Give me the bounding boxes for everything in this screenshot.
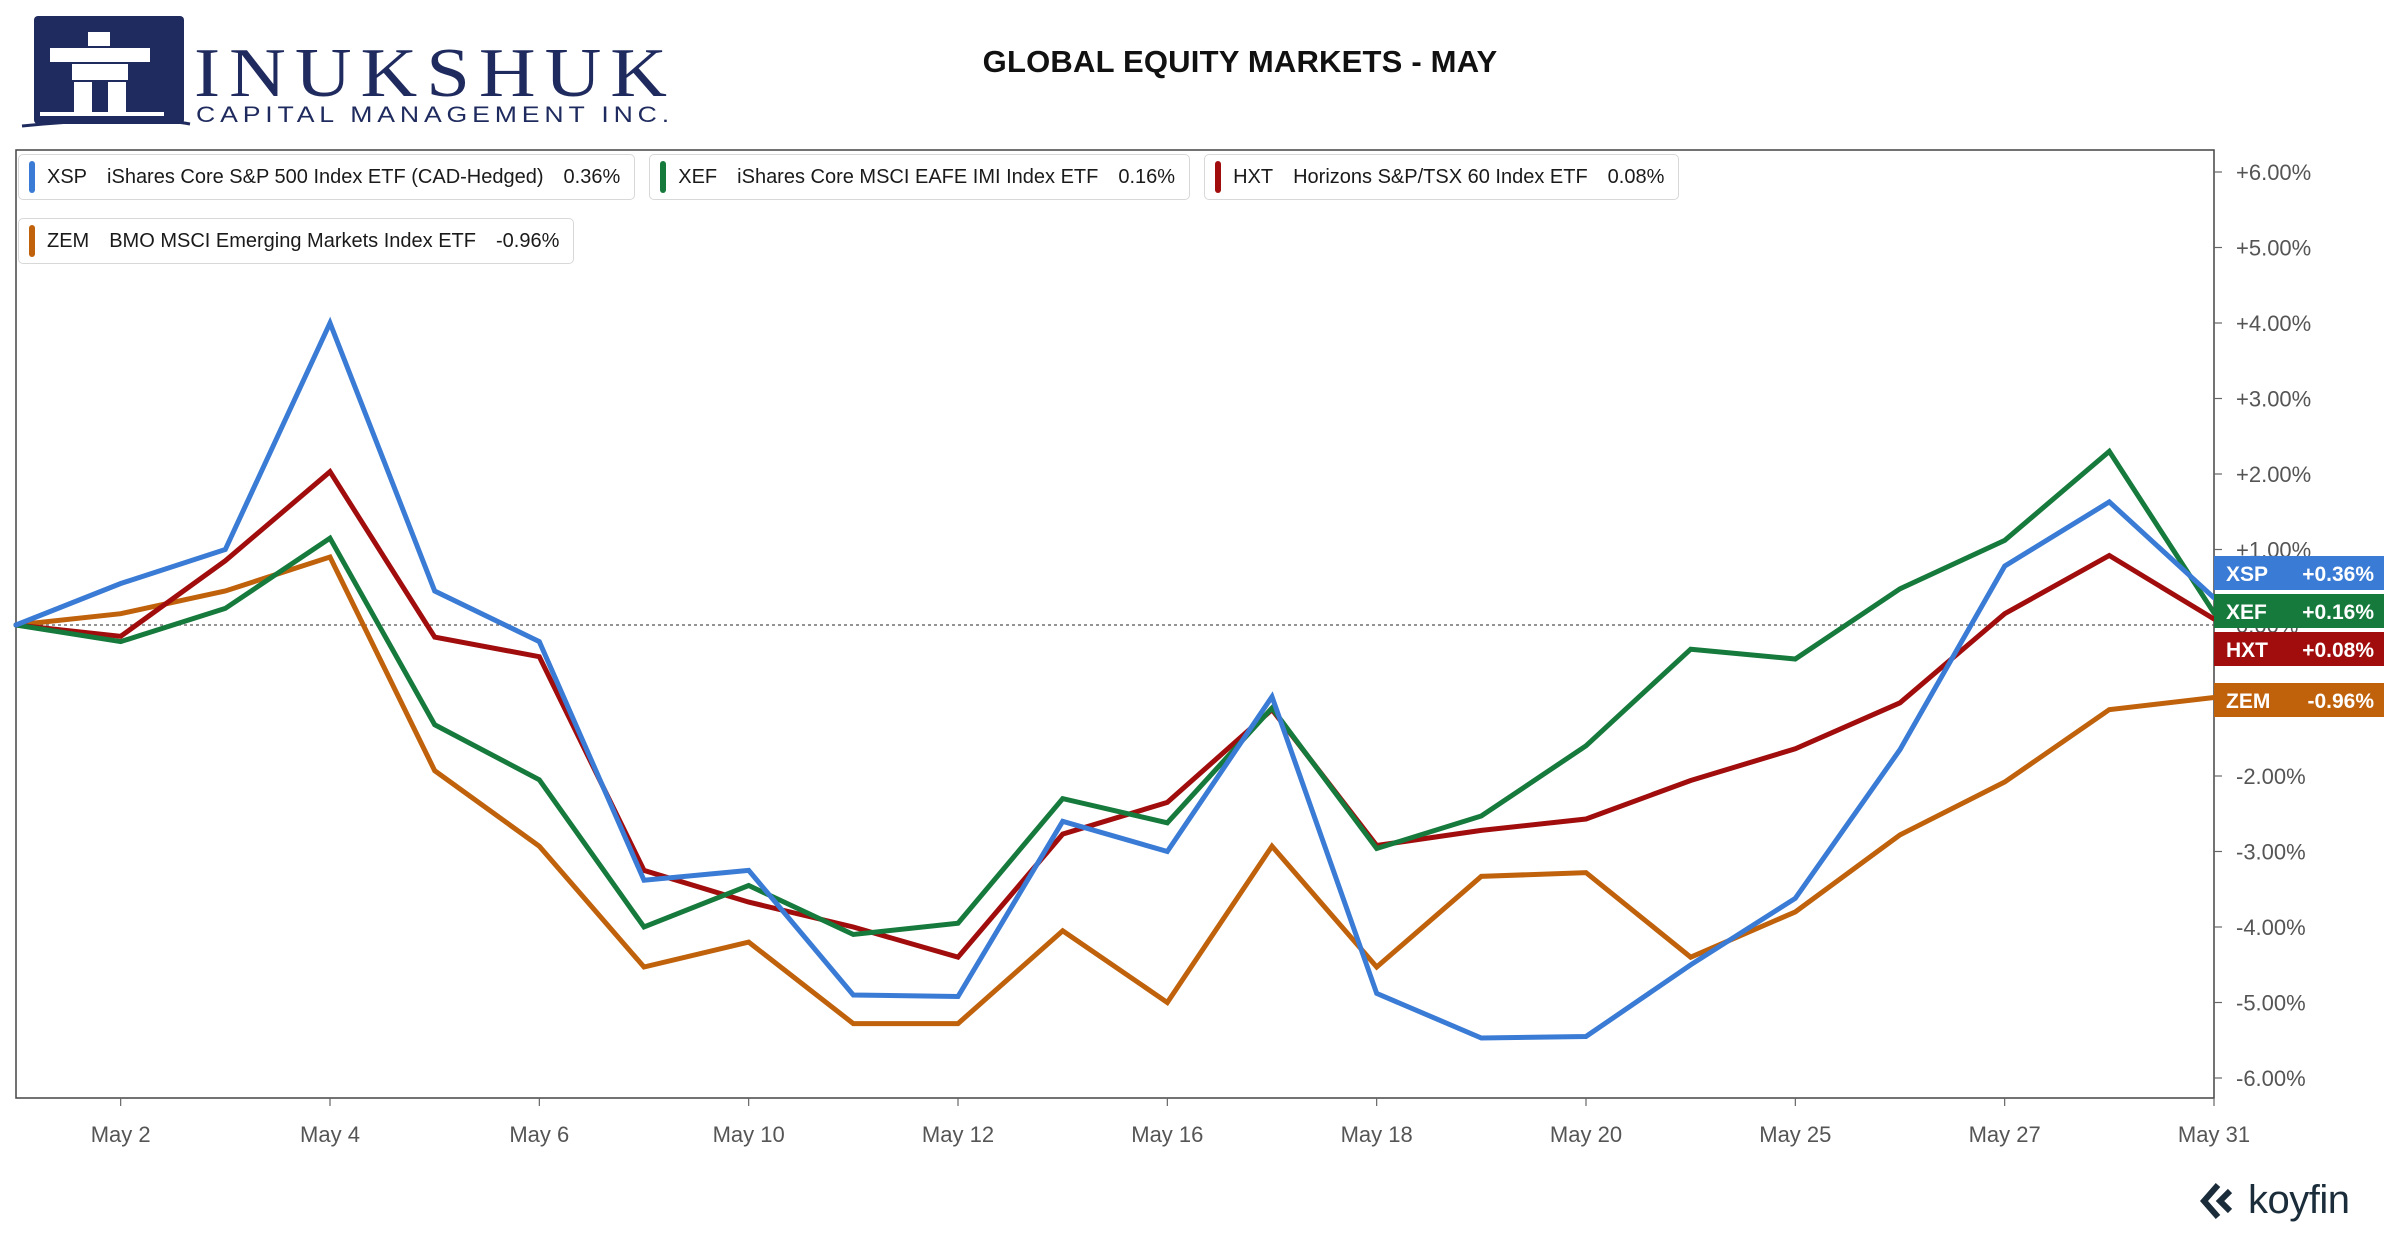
legend-value: -0.96% xyxy=(495,229,560,252)
end-tag-value: -0.96% xyxy=(2307,690,2374,713)
legend-swatch xyxy=(29,161,35,193)
end-tag-value: +0.08% xyxy=(2302,639,2374,662)
x-tick-label: May 27 xyxy=(1969,1122,2041,1147)
legend-series-name: iShares Core S&P 500 Index ETF (CAD-Hedg… xyxy=(107,165,544,188)
legend-swatch xyxy=(660,161,667,193)
legend-series-name: Horizons S&P/TSX 60 Index ETF xyxy=(1293,165,1588,188)
koyfin-attribution: koyfin xyxy=(2200,1178,2350,1223)
series-line-zem xyxy=(13,553,2217,1027)
y-tick-label: +3.00% xyxy=(2236,387,2311,412)
legend-row-1: XSP iShares Core S&P 500 Index ETF (CAD-H… xyxy=(18,154,1680,200)
chart-title: GLOBAL EQUITY MARKETS - MAY xyxy=(982,44,1498,79)
end-tag-bg xyxy=(2214,556,2384,590)
legend-symbol: XEF xyxy=(678,165,718,188)
legend-symbol: ZEM xyxy=(47,229,90,252)
logo-swoosh xyxy=(21,118,191,128)
y-tick-label: +2.00% xyxy=(2236,462,2311,487)
legend-item-xef[interactable]: XEF iShares Core MSCI EAFE IMI Index ETF 0… xyxy=(649,154,1191,200)
x-tick-label: May 20 xyxy=(1550,1122,1622,1147)
y-tick-label: +5.00% xyxy=(2236,236,2311,261)
series-line-xef xyxy=(13,447,2217,938)
end-tag-symbol: XEF xyxy=(2226,601,2267,624)
series-line-hxt xyxy=(13,467,2217,961)
end-tag-bg xyxy=(2214,594,2384,628)
legend-value: 0.08% xyxy=(1607,165,1665,188)
plot-frame xyxy=(15,149,2215,1099)
end-tag-value: +0.16% xyxy=(2302,601,2374,624)
end-tag-xsp: XSP +0.36% xyxy=(2214,556,2384,590)
legend-symbol: XSP xyxy=(47,165,88,188)
legend-value: 0.36% xyxy=(563,165,621,188)
end-tag-bg xyxy=(2214,632,2384,666)
y-tick-label: -6.00% xyxy=(2236,1066,2306,1091)
koyfin-logo-icon xyxy=(2200,1182,2233,1219)
logo-tagline: CAPITAL MANAGEMENT INC. xyxy=(196,102,674,127)
inukshuk-icon xyxy=(40,32,164,116)
series-line-xsp xyxy=(13,316,2217,1041)
end-tag-hxt: HXT +0.08% xyxy=(2214,632,2384,666)
x-tick-label: May 25 xyxy=(1759,1122,1831,1147)
logo-name: INUKSHUK xyxy=(194,35,676,112)
x-tick-label: May 6 xyxy=(509,1122,569,1147)
x-tick-label: May 10 xyxy=(713,1122,785,1147)
y-tick-label: -3.00% xyxy=(2236,840,2306,865)
x-tick-label: May 31 xyxy=(2178,1122,2250,1147)
end-tag-bg xyxy=(2214,683,2384,717)
y-tick-label: -4.00% xyxy=(2236,915,2306,940)
legend-row-2: ZEM BMO MSCI Emerging Markets Index ETF -0… xyxy=(18,218,575,264)
legend-item-xsp[interactable]: XSP iShares Core S&P 500 Index ETF (CAD-H… xyxy=(18,154,636,200)
legend-item-hxt[interactable]: HXT Horizons S&P/TSX 60 Index ETF 0.08% xyxy=(1204,154,1680,200)
legend-symbol: HXT xyxy=(1233,165,1274,188)
end-tag-symbol: HXT xyxy=(2226,639,2268,662)
koyfin-wordmark: koyfin xyxy=(2248,1178,2350,1222)
end-tag-xef: XEF +0.16% xyxy=(2214,594,2384,628)
x-tick-label: May 18 xyxy=(1341,1122,1413,1147)
x-tick-label: May 4 xyxy=(300,1122,360,1147)
x-tick-label: May 16 xyxy=(1131,1122,1203,1147)
y-tick-label: +6.00% xyxy=(2236,160,2311,185)
legend-swatch xyxy=(29,225,35,257)
end-tag-value: +0.36% xyxy=(2302,563,2374,586)
x-tick-label: May 2 xyxy=(91,1122,151,1147)
x-tick-label: May 12 xyxy=(922,1122,994,1147)
legend-item-zem[interactable]: ZEM BMO MSCI Emerging Markets Index ETF -0… xyxy=(18,218,575,264)
y-tick-label: -2.00% xyxy=(2236,764,2306,789)
end-tag-zem: ZEM -0.96% xyxy=(2214,683,2384,717)
inukshuk-logo: INUKSHUK CAPITAL MANAGEMENT INC. xyxy=(21,16,676,128)
end-tag-symbol: ZEM xyxy=(2226,690,2270,713)
legend-swatch xyxy=(1215,161,1222,193)
end-tag-symbol: XSP xyxy=(2226,563,2268,586)
y-tick-label: +4.00% xyxy=(2236,311,2311,336)
legend-series-name: iShares Core MSCI EAFE IMI Index ETF xyxy=(737,165,1099,188)
legend-series-name: BMO MSCI Emerging Markets Index ETF xyxy=(109,229,476,252)
legend-value: 0.16% xyxy=(1118,165,1176,188)
y-tick-label: -5.00% xyxy=(2236,991,2306,1016)
